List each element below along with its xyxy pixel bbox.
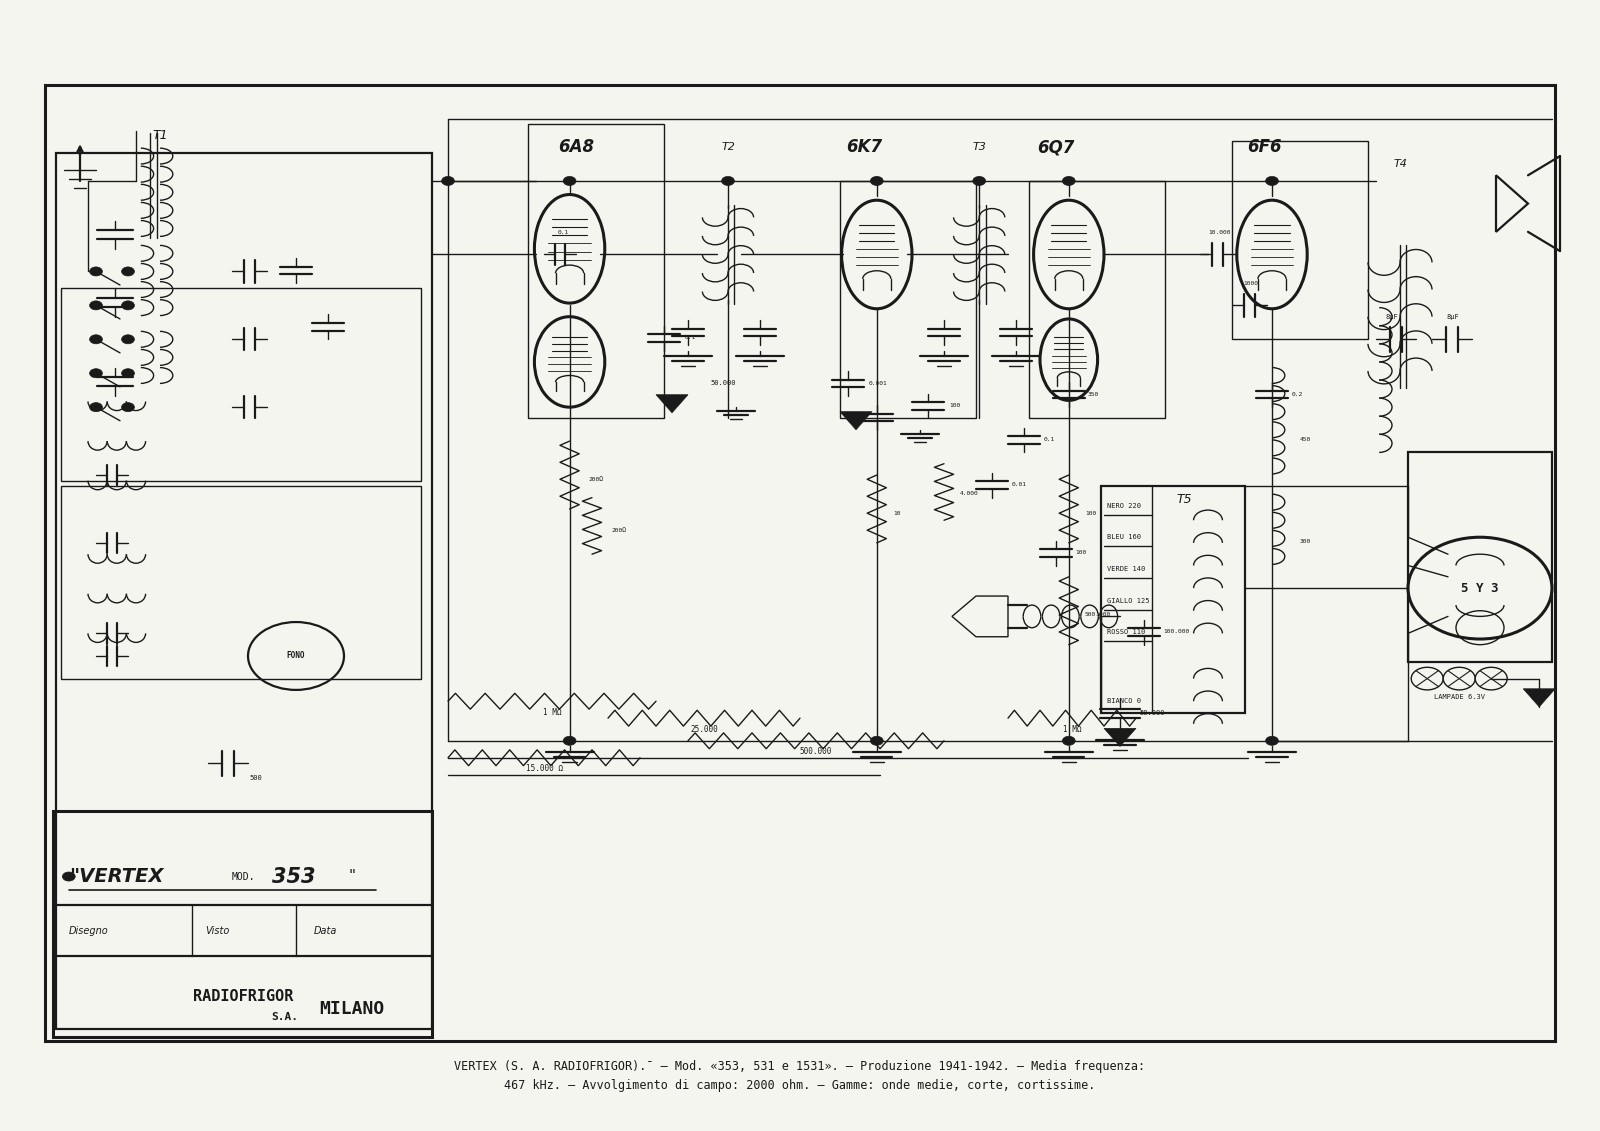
Circle shape — [122, 301, 134, 310]
Text: ": " — [349, 869, 355, 884]
Circle shape — [1266, 736, 1278, 745]
Text: MOD.: MOD. — [232, 872, 256, 881]
Polygon shape — [840, 412, 872, 430]
Text: 1000: 1000 — [1243, 280, 1259, 286]
Text: BLEU 160: BLEU 160 — [1107, 534, 1141, 541]
Circle shape — [973, 176, 986, 185]
Text: MILANO: MILANO — [320, 1000, 384, 1018]
Text: 8μF: 8μF — [1446, 314, 1459, 320]
Circle shape — [1062, 736, 1075, 745]
Text: 6F6: 6F6 — [1246, 138, 1282, 156]
Circle shape — [90, 403, 102, 412]
Circle shape — [722, 176, 734, 185]
Polygon shape — [656, 395, 688, 413]
Text: T5: T5 — [1176, 493, 1192, 507]
Text: 6Q7: 6Q7 — [1037, 138, 1075, 156]
Text: Visto: Visto — [205, 926, 229, 935]
Polygon shape — [1523, 689, 1555, 707]
Text: 467 kHz. — Avvolgimento di campo: 2000 ohm. — Gamme: onde medie, corte, cortissi: 467 kHz. — Avvolgimento di campo: 2000 o… — [504, 1079, 1096, 1093]
Circle shape — [870, 736, 883, 745]
Text: NERO 220: NERO 220 — [1107, 502, 1141, 509]
Text: Disegno: Disegno — [69, 926, 109, 935]
Bar — [53, 811, 432, 1037]
Text: RADIOFRIGOR: RADIOFRIGOR — [194, 988, 293, 1004]
Text: Data: Data — [314, 926, 338, 935]
Circle shape — [122, 403, 134, 412]
Text: 0.001: 0.001 — [869, 380, 888, 386]
Bar — [1232, 141, 1368, 339]
Text: 300: 300 — [1299, 538, 1310, 544]
Circle shape — [62, 872, 75, 881]
Text: T2: T2 — [722, 143, 734, 152]
Circle shape — [563, 736, 576, 745]
Bar — [61, 288, 421, 481]
Bar — [1408, 452, 1552, 662]
Circle shape — [90, 267, 102, 276]
Text: 500.000: 500.000 — [800, 748, 832, 757]
Text: 500.000: 500.000 — [1085, 612, 1110, 618]
Text: T1: T1 — [152, 129, 168, 143]
Circle shape — [1266, 176, 1278, 185]
Circle shape — [1062, 176, 1075, 185]
Text: 8μF: 8μF — [1386, 314, 1398, 320]
Text: BIANCO 0: BIANCO 0 — [1107, 698, 1141, 705]
Text: 10.000: 10.000 — [1208, 230, 1230, 235]
Circle shape — [122, 267, 134, 276]
Bar — [45, 85, 1555, 1041]
Circle shape — [870, 176, 883, 185]
Text: 100: 100 — [949, 403, 960, 408]
Text: 353: 353 — [272, 866, 315, 887]
Text: 0.1: 0.1 — [557, 230, 570, 235]
Bar — [840, 181, 976, 418]
Text: 0.2: 0.2 — [1291, 391, 1302, 397]
Text: 1 MΩ: 1 MΩ — [1062, 725, 1082, 734]
Text: T4: T4 — [1394, 159, 1406, 169]
Circle shape — [90, 301, 102, 310]
Text: VERTEX (S. A. RADIOFRIGOR).¯ — Mod. «353, 531 e 1531». — Produzione 1941-1942. —: VERTEX (S. A. RADIOFRIGOR).¯ — Mod. «353… — [454, 1060, 1146, 1073]
Text: 1 MΩ: 1 MΩ — [542, 708, 562, 717]
Text: 100: 100 — [1075, 550, 1086, 555]
Text: 6A8: 6A8 — [558, 138, 594, 156]
Circle shape — [90, 369, 102, 378]
Text: 50.000: 50.000 — [1139, 710, 1165, 716]
Bar — [528, 124, 664, 418]
Text: 0.1: 0.1 — [1043, 437, 1054, 442]
Text: 15.000 Ω: 15.000 Ω — [525, 765, 563, 774]
Text: "VERTEX: "VERTEX — [69, 867, 163, 886]
Bar — [1029, 181, 1165, 418]
Text: ROSSO 110: ROSSO 110 — [1107, 629, 1146, 636]
Circle shape — [122, 369, 134, 378]
Polygon shape — [1104, 728, 1136, 746]
Text: VERDE 140: VERDE 140 — [1107, 566, 1146, 572]
Bar — [61, 486, 421, 679]
Text: FONO: FONO — [286, 651, 306, 661]
Circle shape — [442, 176, 454, 185]
Text: 6K7: 6K7 — [846, 138, 882, 156]
Text: T3: T3 — [973, 143, 986, 152]
Text: 200Ω: 200Ω — [589, 476, 603, 482]
Text: 100: 100 — [1085, 510, 1096, 516]
Bar — [1101, 486, 1245, 713]
Text: 0.1: 0.1 — [685, 335, 696, 340]
Circle shape — [122, 335, 134, 344]
Text: 4.000: 4.000 — [960, 491, 979, 497]
Text: 0.01: 0.01 — [1011, 482, 1026, 487]
Text: 200Ω: 200Ω — [611, 527, 626, 533]
Text: 350: 350 — [1088, 391, 1099, 397]
Text: 100.000: 100.000 — [1163, 629, 1189, 634]
Text: 5 Y 3: 5 Y 3 — [1461, 581, 1499, 595]
Text: GIALLO 125: GIALLO 125 — [1107, 597, 1150, 604]
Text: 10: 10 — [893, 510, 901, 516]
Circle shape — [90, 335, 102, 344]
Text: S.A.: S.A. — [272, 1012, 298, 1021]
Text: 25.000: 25.000 — [690, 725, 718, 734]
Circle shape — [563, 176, 576, 185]
Text: 500: 500 — [250, 776, 262, 782]
Text: 450: 450 — [1299, 437, 1310, 442]
Text: 50.000: 50.000 — [710, 380, 736, 386]
Bar — [56, 153, 432, 1029]
Text: LAMPADE 6.3V: LAMPADE 6.3V — [1434, 694, 1485, 700]
